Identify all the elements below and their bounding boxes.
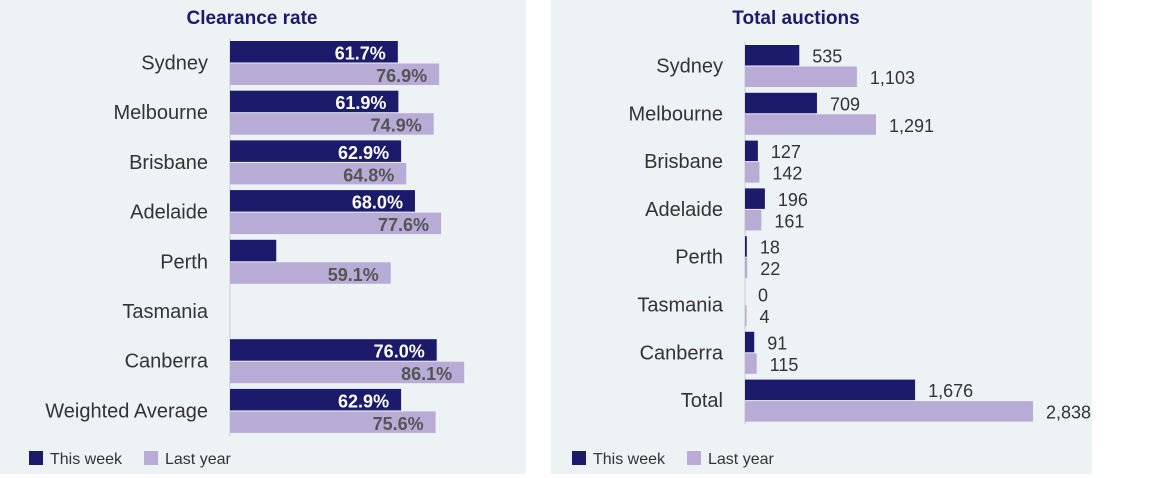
bar-this-week [745, 331, 755, 353]
legend-label: This week [593, 451, 666, 468]
data-label: 61.9% [335, 93, 386, 113]
bar-last-year [745, 257, 748, 279]
total-auctions-panel: Total auctions Sydney 535 1,103 Melbourne 70… [551, 0, 1092, 474]
data-label: 91 [767, 333, 787, 353]
clearance-rate-panel: Clearance rate Sydney 61.7% 76.9% Melbourne… [0, 0, 526, 474]
bar-last-year [745, 401, 1033, 422]
legend-label: Last year [708, 451, 774, 468]
data-label: 76.0% [374, 342, 425, 362]
data-label: 64.8% [343, 165, 394, 185]
data-label: 0 [758, 286, 768, 306]
data-label: 1,291 [889, 116, 934, 136]
category-label: Canberra [640, 342, 724, 364]
data-label: 59.1% [328, 265, 379, 285]
clearance-rate-chart: Clearance rate Sydney 61.7%76.9% Melbourne… [29, 8, 465, 468]
bar-this-week [745, 92, 817, 114]
total-auctions-chart: Total auctions Sydney 535 1,103 Melbourne 70… [572, 8, 1091, 468]
data-label: 68.0% [352, 193, 403, 213]
data-label: 74.9% [371, 116, 422, 136]
bar-this-week [745, 236, 747, 257]
bar-this-week [230, 90, 399, 113]
category-label: Melbourne [628, 103, 723, 125]
data-label: 127 [771, 142, 801, 162]
category-label: Weighted Average [45, 400, 208, 422]
bar-this-week [230, 388, 402, 411]
data-label: 709 [830, 94, 860, 114]
category-label: Sydney [656, 56, 723, 78]
bar-last-year [745, 353, 757, 374]
data-label: 76.9% [376, 66, 427, 86]
data-label: 142 [772, 164, 802, 184]
bar-this-week [745, 188, 765, 209]
bar-last-year [230, 113, 434, 135]
bar-this-week [745, 140, 758, 162]
bar-last-year [230, 63, 440, 85]
bar-last-year [230, 212, 442, 235]
category-label: Perth [160, 251, 208, 273]
chart-title: Total auctions [732, 8, 859, 29]
data-label: 61.7% [335, 44, 386, 64]
legend-swatch-this-week [572, 451, 586, 465]
bar-this-week [230, 41, 398, 63]
category-label: Brisbane [644, 151, 723, 173]
bar-this-week [230, 140, 402, 162]
data-label: 1,676 [928, 381, 973, 401]
category-label: Adelaide [130, 202, 208, 224]
data-label: 4 [760, 307, 770, 327]
bar-last-year [745, 66, 857, 87]
category-label: Brisbane [129, 152, 208, 174]
data-label: 62.9% [338, 391, 389, 411]
data-label: 62.9% [338, 143, 389, 163]
bar-this-week [230, 190, 415, 212]
bar-last-year [230, 162, 407, 185]
bar-last-year [745, 305, 747, 326]
category-label: Tasmania [637, 295, 723, 317]
category-label: Total [681, 390, 723, 412]
data-label: 196 [778, 190, 808, 210]
bar-this-week [230, 339, 437, 361]
bar-last-year [745, 209, 762, 231]
bar-this-week [745, 45, 800, 66]
legend-label: Last year [165, 451, 231, 468]
category-label: Tasmania [122, 301, 208, 323]
legend-swatch-last-year [687, 451, 701, 465]
bar-last-year [745, 162, 760, 183]
bar-last-year [230, 411, 436, 433]
data-label: 75.6% [373, 414, 424, 434]
data-label: 1,103 [870, 68, 915, 88]
data-label: 2,838 [1046, 403, 1091, 423]
data-label: 22 [760, 259, 780, 279]
bar-last-year [230, 361, 465, 384]
bar-last-year [745, 114, 877, 135]
bar-last-year [230, 262, 391, 284]
bar-this-week [745, 379, 916, 401]
legend-label: This week [50, 451, 123, 468]
data-label: 18 [760, 238, 780, 258]
data-label: 115 [770, 355, 799, 375]
bar-this-week [230, 239, 277, 262]
category-label: Perth [675, 247, 723, 269]
category-label: Canberra [125, 351, 209, 373]
data-label: 161 [774, 211, 804, 231]
data-label: 77.6% [378, 215, 429, 235]
category-label: Sydney [141, 53, 208, 75]
legend-swatch-this-week [29, 451, 43, 465]
legend-swatch-last-year [144, 451, 158, 465]
data-label: 86.1% [401, 364, 452, 384]
chart-title: Clearance rate [187, 8, 318, 29]
category-label: Adelaide [645, 199, 723, 221]
category-label: Melbourne [113, 102, 208, 124]
data-label: 535 [812, 47, 842, 67]
